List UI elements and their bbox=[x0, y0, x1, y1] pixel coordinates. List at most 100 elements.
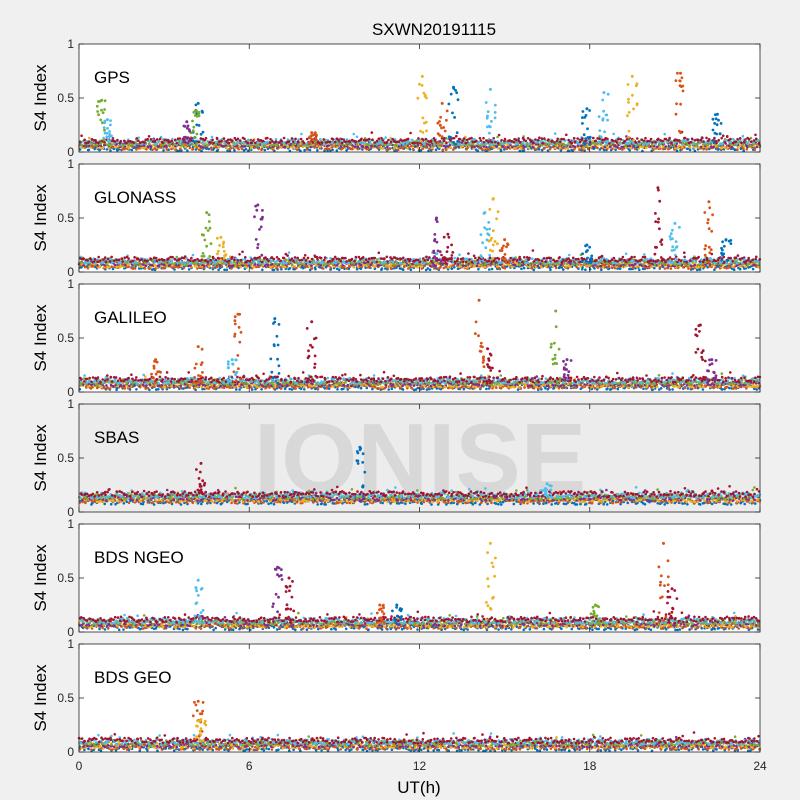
y-axis-label: S4 Index bbox=[31, 64, 50, 132]
data-point bbox=[147, 135, 151, 138]
spike-point bbox=[713, 131, 717, 135]
spike-point bbox=[314, 142, 318, 146]
data-point bbox=[186, 149, 189, 152]
data-point bbox=[537, 148, 541, 151]
data-point bbox=[287, 251, 291, 254]
spike-point bbox=[606, 118, 609, 122]
data-point bbox=[588, 268, 592, 271]
data-point bbox=[619, 138, 623, 141]
data-point bbox=[209, 141, 212, 144]
data-point bbox=[345, 140, 348, 144]
spike-point bbox=[99, 118, 103, 122]
data-point bbox=[591, 141, 594, 145]
data-point bbox=[551, 265, 555, 268]
data-point bbox=[703, 265, 706, 268]
data-point bbox=[690, 137, 694, 141]
data-point bbox=[490, 267, 494, 271]
spike-peak bbox=[715, 112, 719, 116]
data-point bbox=[182, 266, 186, 270]
data-point bbox=[244, 266, 248, 269]
data-point bbox=[102, 258, 105, 261]
data-point bbox=[429, 139, 433, 143]
data-point bbox=[443, 137, 446, 140]
data-point bbox=[680, 148, 684, 151]
data-point bbox=[266, 136, 269, 140]
data-point bbox=[352, 265, 356, 269]
data-point bbox=[335, 149, 339, 152]
data-point bbox=[530, 267, 534, 270]
data-point bbox=[252, 265, 255, 269]
data-point bbox=[197, 140, 201, 144]
data-point bbox=[206, 257, 210, 261]
data-point bbox=[540, 137, 544, 140]
data-point bbox=[331, 138, 335, 141]
data-point bbox=[188, 146, 192, 150]
data-point bbox=[269, 144, 273, 147]
spike-point bbox=[99, 142, 103, 146]
data-point bbox=[473, 261, 477, 265]
spike-point bbox=[601, 98, 605, 102]
data-point bbox=[279, 146, 283, 149]
data-point bbox=[681, 139, 684, 142]
data-point bbox=[540, 148, 544, 152]
data-point bbox=[687, 267, 690, 270]
data-point bbox=[643, 253, 646, 256]
data-point bbox=[661, 139, 664, 143]
data-point bbox=[299, 149, 302, 153]
spike-point bbox=[493, 116, 497, 120]
spike-point bbox=[581, 116, 584, 119]
data-point bbox=[449, 146, 453, 149]
data-point bbox=[693, 146, 696, 149]
data-point bbox=[398, 143, 402, 146]
data-point bbox=[487, 148, 491, 151]
spike-point bbox=[201, 130, 205, 134]
data-point bbox=[96, 264, 99, 267]
data-point bbox=[644, 136, 647, 140]
data-point bbox=[406, 147, 409, 150]
data-point bbox=[121, 260, 124, 263]
spike-point bbox=[95, 104, 99, 108]
data-point bbox=[494, 140, 497, 144]
spike-point bbox=[195, 132, 199, 136]
data-point bbox=[598, 259, 602, 263]
spike-point bbox=[491, 138, 495, 142]
data-point bbox=[584, 268, 587, 272]
data-point bbox=[312, 261, 316, 265]
data-point bbox=[569, 265, 572, 269]
data-point bbox=[409, 268, 413, 272]
data-point bbox=[567, 149, 571, 153]
data-point bbox=[688, 148, 692, 152]
data-point bbox=[115, 265, 119, 269]
data-point bbox=[701, 136, 704, 140]
data-point bbox=[522, 266, 526, 270]
data-point bbox=[308, 148, 312, 152]
data-point bbox=[672, 143, 676, 146]
data-point bbox=[191, 253, 195, 257]
data-point bbox=[566, 146, 570, 150]
data-point bbox=[531, 145, 534, 149]
data-point bbox=[327, 144, 331, 147]
data-point bbox=[119, 265, 123, 268]
data-point bbox=[144, 264, 148, 268]
data-point bbox=[700, 265, 704, 269]
data-point bbox=[567, 142, 570, 146]
data-point bbox=[734, 140, 738, 144]
data-point bbox=[522, 140, 525, 144]
spike-point bbox=[423, 94, 427, 98]
spike-point bbox=[197, 124, 201, 127]
spike-point bbox=[421, 131, 425, 134]
data-point bbox=[367, 147, 370, 151]
data-point bbox=[628, 148, 631, 152]
data-point bbox=[387, 138, 390, 142]
data-point bbox=[153, 263, 157, 267]
data-point bbox=[210, 135, 214, 139]
data-point bbox=[302, 263, 306, 266]
spike-point bbox=[103, 121, 106, 125]
data-point bbox=[662, 147, 665, 150]
data-point bbox=[560, 137, 563, 141]
data-point bbox=[244, 147, 248, 151]
data-point bbox=[627, 261, 631, 264]
data-point bbox=[320, 141, 324, 144]
spike-point bbox=[439, 115, 442, 119]
